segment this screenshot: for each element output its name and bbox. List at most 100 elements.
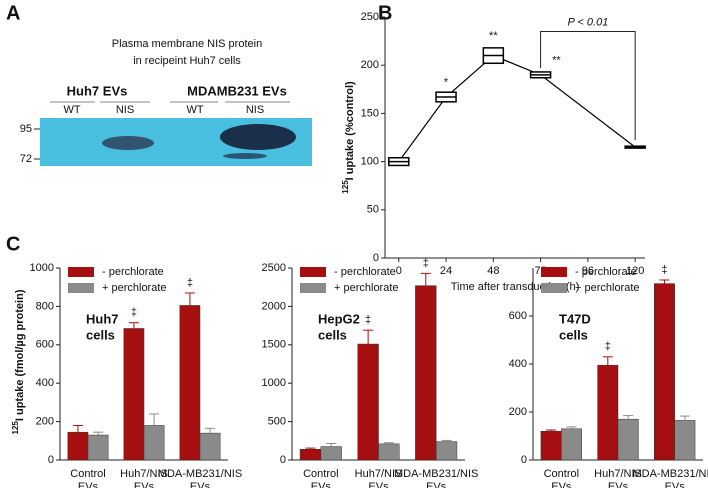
x-tick-label: EVs: [426, 481, 447, 488]
y-tick-label: 200: [36, 416, 54, 428]
ladder-label: 95: [20, 123, 32, 135]
chart-label: Huh7: [86, 311, 119, 326]
bar: [299, 448, 322, 461]
chart-label: T47D: [559, 311, 591, 326]
bar: [617, 418, 639, 461]
ladder-label: 72: [20, 153, 32, 165]
y-tick-label: 0: [521, 454, 527, 466]
blot-title: Plasma membrane NIS protein: [112, 38, 262, 50]
legend-label: + perchlorate: [102, 282, 167, 294]
legend-swatch: [541, 267, 567, 277]
y-tick-label: 2500: [262, 262, 286, 274]
legend-label: + perchlorate: [334, 282, 399, 294]
bar: [179, 305, 201, 461]
significance: ‡: [365, 314, 371, 326]
bracket: [540, 30, 636, 141]
x-tick-label: Huh7/NIS: [355, 468, 403, 480]
y-tick-label: 50: [367, 204, 379, 216]
x-tick-label: EVs: [368, 481, 389, 488]
y-tick-label: 250: [361, 11, 379, 23]
x-tick-label: Control: [544, 468, 579, 480]
x-tick-label: 48: [487, 265, 499, 277]
legend-label: - perchlorate: [334, 266, 396, 278]
x-tick-label: 24: [440, 265, 452, 277]
significance: ‡: [661, 264, 667, 276]
y-tick-label: 0: [373, 252, 379, 264]
superscript: 125: [11, 421, 20, 435]
bar: [597, 364, 619, 461]
label: I uptake (%control): [344, 81, 356, 180]
line: [398, 54, 636, 162]
bar: [561, 428, 582, 461]
legend-swatch: [68, 283, 94, 293]
superscript: 125: [341, 180, 350, 194]
legend-swatch: [541, 283, 567, 293]
band: [220, 124, 296, 150]
x-tick-label: Control: [303, 468, 338, 480]
bar: [435, 441, 458, 461]
y-tick-label: 0: [48, 454, 54, 466]
y-axis-label: 125I uptake (fmol/µg protein): [11, 289, 26, 434]
x-tick-label: MDA-MB231/NIS: [394, 468, 478, 480]
y-tick-label: 600: [36, 339, 54, 351]
lane-label: NIS: [246, 104, 264, 116]
x-tick-label: EVs: [608, 481, 629, 488]
x-tick-label: MDA-MB231/NIS: [158, 468, 242, 480]
blot-title: in recipeint Huh7 cells: [133, 55, 241, 67]
x-tick-label: EVs: [551, 481, 572, 488]
bar: [378, 443, 400, 461]
group-label: Huh7 EVs: [67, 83, 128, 98]
significance: ‡: [605, 341, 611, 353]
y-tick-label: 100: [361, 156, 379, 168]
bar: [87, 434, 109, 461]
y-tick-label: 600: [509, 310, 527, 322]
legend-swatch: [68, 267, 94, 277]
y-tick-label: 150: [361, 107, 379, 119]
x-tick-label: 120: [626, 265, 644, 277]
bar: [540, 430, 562, 461]
bar: [123, 328, 145, 461]
x-tick-label: Huh7/NIS: [120, 468, 168, 480]
y-tick-label: 200: [361, 59, 379, 71]
lane-label: WT: [63, 104, 80, 116]
annotation: **: [552, 54, 561, 66]
chart-label: HepG2: [318, 311, 360, 326]
chart-label: cells: [86, 327, 115, 342]
x-tick-label: EVs: [190, 481, 211, 488]
annotation: **: [489, 30, 498, 42]
band: [223, 153, 267, 159]
bar: [415, 285, 437, 461]
y-tick-label: 400: [509, 358, 527, 370]
bar: [357, 343, 379, 461]
y-tick-label: 2000: [262, 300, 286, 312]
x-tick-label: EVs: [78, 481, 99, 488]
legend-label: - perchlorate: [575, 266, 637, 278]
x-tick-label: 96: [582, 265, 594, 277]
bar: [320, 446, 342, 461]
legend-label: + perchlorate: [575, 282, 640, 294]
x-tick-label: MDA-MB231/NIS: [632, 468, 708, 480]
significance: ‡: [187, 277, 193, 289]
significance: ‡: [131, 307, 137, 319]
bar: [654, 283, 675, 461]
bar: [143, 425, 165, 461]
chart-label: cells: [318, 327, 347, 342]
x-tick-label: Huh7/NIS: [594, 468, 642, 480]
lane-label: WT: [186, 104, 203, 116]
annotation: *: [444, 76, 449, 88]
y-axis-label: 125I uptake (%control): [341, 81, 356, 194]
panel-label: B: [378, 2, 392, 24]
band: [102, 136, 154, 150]
x-tick-label: EVs: [665, 481, 686, 488]
y-tick-label: 1000: [262, 377, 286, 389]
chart-label: cells: [559, 327, 588, 342]
panel-label: C: [6, 233, 20, 255]
bar: [67, 431, 89, 461]
lane-label: NIS: [116, 104, 134, 116]
y-tick-label: 1500: [262, 339, 286, 351]
y-tick-label: 800: [36, 300, 54, 312]
bracket-label: P < 0.01: [567, 16, 608, 28]
y-tick-label: 400: [36, 377, 54, 389]
panel-label: A: [6, 2, 20, 24]
